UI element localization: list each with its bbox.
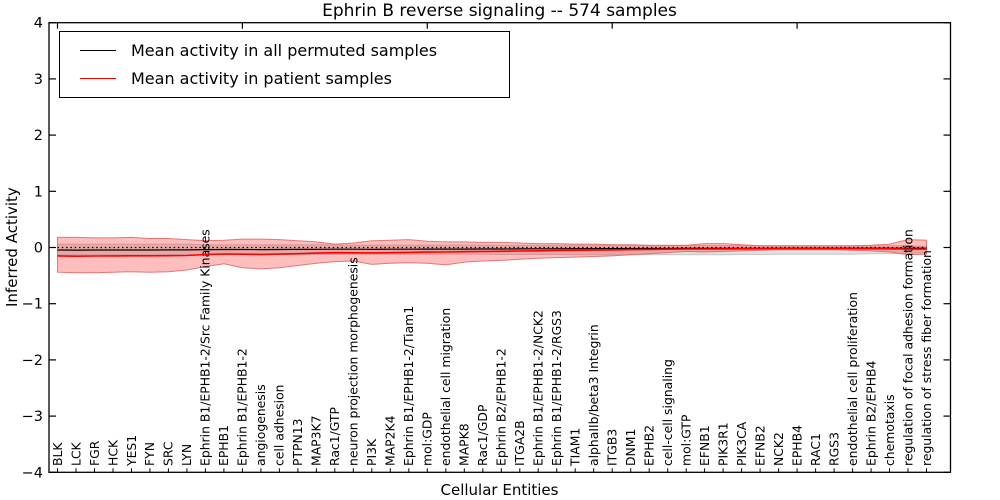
x-tick-label: alphaIIb/beta3 Integrin (586, 324, 601, 466)
x-tick-label: PIK3R1 (715, 422, 730, 466)
x-tick-label: neuron projection morphogenesis (346, 257, 361, 466)
legend-label-permuted: Mean activity in all permuted samples (131, 41, 438, 60)
permuted-line-swatch (80, 50, 116, 51)
chart-title: Ephrin B reverse signaling -- 574 sample… (322, 1, 677, 21)
patient-mean-line (57, 247, 927, 258)
x-tick-label: MAP2K4 (383, 415, 398, 466)
x-tick-label: mol:GTP (679, 414, 694, 466)
patient-sample-range-band (57, 236, 927, 274)
x-tick-label: BLK (50, 442, 65, 466)
x-tick-label: FGR (87, 440, 102, 466)
x-tick-label: Rac1/GTP (327, 406, 342, 466)
x-tick-label: PTPN13 (290, 418, 305, 466)
x-tick-label: regulation of stress fiber formation (919, 250, 934, 466)
x-tick-label: SRC (161, 441, 176, 466)
x-tick-label: EPHB1 (216, 425, 231, 466)
x-tick-label: ITGB3 (605, 429, 620, 466)
x-tick-label: EPHB4 (789, 425, 804, 466)
x-tick-label: Ephrin B1/EPHB1-2/NCK2 (531, 310, 546, 466)
x-tick-label: endothelial cell migration (438, 308, 453, 466)
x-tick-label: Ephrin B2/EPHB4 (863, 360, 878, 466)
x-tick-label: Ephrin B1/EPHB1-2 (235, 348, 250, 466)
x-tick-label: PI3K (364, 438, 379, 466)
x-tick-label: mol:GDP (420, 412, 435, 466)
y-tick-label: 0 (34, 241, 43, 257)
legend: Mean activity in all permuted samples Me… (59, 31, 510, 98)
x-tick-label: angiogenesis (253, 384, 268, 466)
x-tick-label: LYN (179, 444, 194, 466)
x-tick-label: cell adhesion (272, 384, 287, 466)
y-tick-label: 3 (34, 72, 43, 88)
x-tick-label: FYN (142, 442, 157, 466)
y-tick-label: 2 (34, 128, 43, 144)
patient-line-swatch (80, 78, 116, 79)
x-axis-label: Cellular Entities (440, 481, 559, 499)
x-tick-label: MAPK8 (457, 423, 472, 466)
x-tick-label: EPHB2 (642, 425, 657, 466)
x-tick-label: chemotaxis (882, 394, 897, 466)
x-tick-label: Ephrin B1/EPHB1-2/Src Family Kinases (198, 229, 213, 466)
x-tick-label: cell-cell signaling (660, 359, 675, 466)
x-tick-label: Rac1/GDP (475, 404, 490, 466)
x-tick-label: NCK2 (771, 432, 786, 466)
x-tick-label: HCK (105, 439, 120, 466)
x-tick-label: RAC1 (808, 433, 823, 466)
y-tick-label: −2 (22, 353, 43, 369)
x-tick-label: ITGA2B (512, 420, 527, 466)
x-tick-label: PIK3CA (734, 421, 749, 466)
y-tick-label: 1 (34, 184, 43, 200)
x-tick-label: LCK (68, 441, 83, 466)
x-tick-label: RGS3 (826, 432, 841, 466)
x-tick-label: endothelial cell proliferation (845, 292, 860, 466)
legend-entry-patient: Mean activity in patient samples (80, 69, 509, 88)
x-tick-label: EFNB2 (752, 425, 767, 466)
legend-entry-permuted: Mean activity in all permuted samples (80, 41, 509, 60)
y-tick-label: −3 (22, 409, 43, 425)
x-tick-label: Ephrin B1/EPHB1-2/Tiam1 (401, 306, 416, 466)
x-tick-label: Ephrin B1/EPHB1-2/RGS3 (549, 310, 564, 466)
x-tick-label: YES1 (124, 435, 139, 467)
x-tick-label: regulation of focal adhesion formation (900, 229, 915, 466)
y-tick-label: −4 (22, 465, 43, 481)
x-tick-label: MAP3K7 (309, 415, 324, 466)
legend-label-patient: Mean activity in patient samples (131, 69, 392, 88)
x-tick-label: DNM1 (623, 429, 638, 466)
x-tick-label: Ephrin B2/EPHB1-2 (494, 348, 509, 466)
x-tick-label: EFNB1 (697, 425, 712, 466)
y-tick-label: 4 (34, 16, 43, 32)
y-tick-label: −1 (22, 297, 43, 313)
x-tick-label: TIAM1 (568, 428, 583, 467)
y-axis-label: Inferred Activity (3, 187, 21, 307)
